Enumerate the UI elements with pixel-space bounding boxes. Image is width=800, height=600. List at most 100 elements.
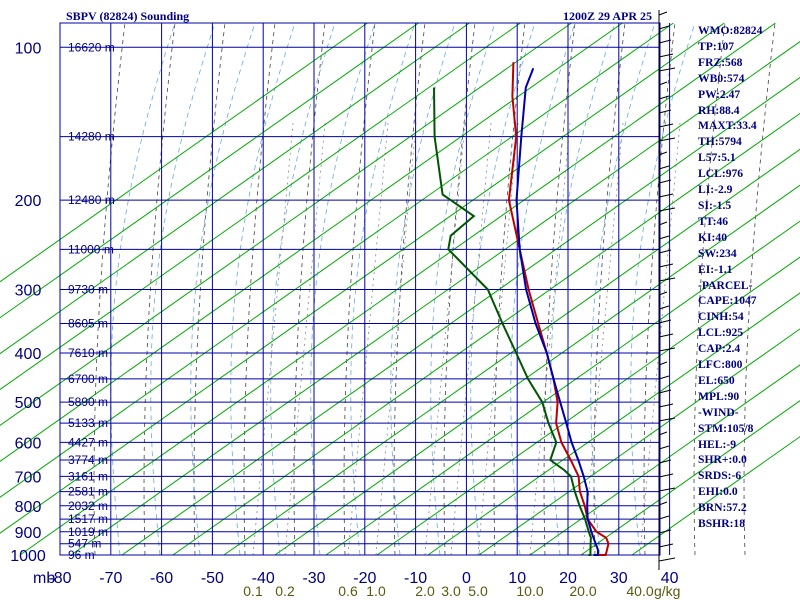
- height-label: 14280 m: [68, 130, 115, 144]
- mixing-ratio-lines: [252, 122, 681, 556]
- isotherm-lines: [0, 22, 800, 556]
- wind-barb: [658, 109, 672, 114]
- pressure-tick-label: 1000: [10, 548, 46, 565]
- moist-adiabat-line: [310, 22, 376, 556]
- wind-barb: [658, 53, 674, 58]
- isotherm-line: [427, 292, 800, 556]
- mixing-ratio-line: [529, 122, 571, 556]
- dewpoint-line: [433, 87, 592, 556]
- moist-adiabat-line: [350, 22, 416, 556]
- pressure-tick-label: 400: [15, 346, 42, 363]
- mixing-ratio-label: 0.1: [243, 583, 263, 599]
- chart-datetime: 1200Z 29 APR 25: [563, 9, 653, 23]
- mixing-ratio-label: 10.0: [516, 583, 543, 599]
- dry-adiabat-line: [243, 22, 276, 556]
- mixing-ratio-line: [450, 122, 492, 556]
- height-label: 3161 m: [68, 469, 108, 483]
- index-item: SW:234: [698, 246, 737, 260]
- index-item: BRN:57.2: [698, 501, 747, 515]
- parcel-line: [515, 67, 600, 556]
- height-label: 12480 m: [68, 193, 115, 207]
- isotherm-line: [0, 22, 572, 427]
- pressure-tick-label: 900: [15, 525, 42, 542]
- height-label: 4427 m: [68, 435, 108, 449]
- wind-barb: [658, 291, 668, 296]
- wind-barb: [658, 403, 674, 408]
- pressure-tick-label: 600: [15, 435, 42, 452]
- isotherm-line: [580, 400, 800, 556]
- wind-barb: [658, 347, 676, 352]
- wind-barb: [658, 193, 674, 198]
- temperature-tick-label: 40: [661, 570, 679, 587]
- temperature-tick-label: 10: [508, 570, 526, 587]
- height-label: 1517 m: [68, 512, 108, 526]
- temperature-tick-label: -40: [252, 570, 275, 587]
- wind-barb: [658, 333, 674, 338]
- index-item: LCL:925: [698, 326, 744, 340]
- isotherm-line: [0, 22, 725, 534]
- pressure-unit-label: mb: [33, 570, 55, 587]
- dry-adiabat-line: [493, 22, 526, 556]
- index-item: MPL:90: [698, 389, 740, 403]
- temperature-tick-label: -50: [201, 570, 224, 587]
- index-item: SI:-1.5: [698, 198, 732, 212]
- wind-barb: [658, 235, 670, 240]
- temperature-tick-label: -80: [48, 570, 71, 587]
- wind-barb: [658, 529, 672, 534]
- height-label: 5890 m: [68, 395, 108, 409]
- mixing-ratio-label: 20.0: [569, 583, 596, 599]
- index-item: RH:88.4: [698, 103, 740, 117]
- height-label: 1019 m: [68, 525, 108, 539]
- height-label: 9730 m: [68, 283, 108, 297]
- height-label: 6700 m: [68, 372, 108, 386]
- dry-adiabat-line: [593, 22, 626, 556]
- wind-barb: [658, 207, 676, 212]
- wind-barb: [658, 123, 674, 128]
- index-item: CAP:2.4: [698, 342, 741, 356]
- wind-barb: [658, 375, 670, 380]
- mixing-ratio-line: [347, 122, 389, 556]
- isotherm-line: [0, 22, 419, 319]
- height-label: 5133 m: [68, 416, 108, 430]
- wind-barb: [658, 431, 668, 436]
- isotherm-line: [0, 22, 368, 283]
- dry-adiabat-line: [393, 22, 426, 556]
- temperature-tick-label: -60: [150, 570, 173, 587]
- height-label: 7610 m: [68, 346, 108, 360]
- isotherm-line: [0, 22, 521, 391]
- pressure-tick-label: 700: [15, 469, 42, 486]
- moist-adiabat-line: [270, 22, 336, 556]
- temperature-tick-label: -30: [302, 570, 325, 587]
- index-item: LCL:976: [698, 167, 744, 181]
- sounding-indices-list: WMO:82824 TP:107 FRZ:568 WB0:574 PW:2.47 RH:8…: [698, 23, 762, 532]
- index-item: -PARCEL-: [698, 278, 753, 292]
- wind-barb: [658, 487, 676, 492]
- mixing-ratio-label: 2.0: [415, 583, 435, 599]
- wind-barb: [658, 263, 674, 268]
- pressure-tick-label: 200: [15, 193, 42, 210]
- wind-barb: [658, 459, 672, 464]
- sounding-series: [433, 62, 610, 556]
- wind-barb: [658, 81, 668, 86]
- index-item: TH:5794: [698, 135, 742, 149]
- index-item: CINH:54: [698, 310, 744, 324]
- wind-barb: [658, 557, 676, 562]
- dry-adiabat-line: [143, 22, 176, 556]
- wind-barb: [658, 473, 674, 478]
- chart-title: SBPV (82824) Sounding: [66, 9, 190, 23]
- index-item: KI:40: [698, 230, 727, 244]
- dry-adiabat-line: [443, 22, 476, 556]
- wind-barb: [658, 319, 672, 324]
- index-item: STM:105/8: [698, 421, 754, 435]
- wind-barb: [658, 165, 670, 170]
- wind-barb: [658, 277, 676, 282]
- pressure-tick-label: 500: [15, 395, 42, 412]
- index-item: SHR+:0.0: [698, 453, 747, 467]
- pressure-tick-label: 800: [15, 499, 42, 516]
- isotherm-line: [478, 328, 800, 556]
- temperature-tick-label: 0: [462, 570, 471, 587]
- mixing-ratio-line: [252, 122, 294, 556]
- isotherm-line: [274, 184, 800, 556]
- height-label: 2032 m: [68, 499, 108, 513]
- wind-barb: [658, 361, 668, 366]
